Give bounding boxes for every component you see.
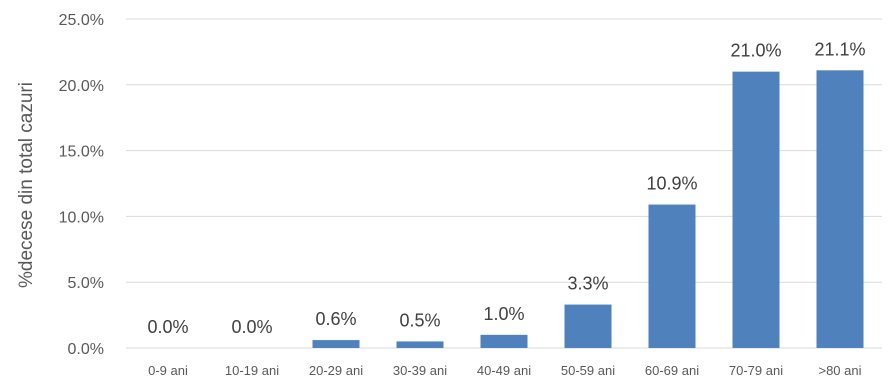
data-label: 1.0%: [483, 304, 524, 324]
x-tick-label: 50-59 ani: [561, 363, 615, 378]
data-label: 21.0%: [730, 41, 781, 61]
bar: [480, 334, 528, 348]
bar: [648, 204, 696, 348]
x-tick-label: >80 ani: [818, 363, 861, 378]
x-tick-label: 40-49 ani: [477, 363, 531, 378]
x-tick-label: 30-39 ani: [393, 363, 447, 378]
y-axis-ticks: 0.0% 5.0% 10.0% 15.0% 20.0% 25.0%: [59, 12, 104, 358]
data-label: 3.3%: [567, 274, 608, 294]
data-label: 0.0%: [231, 317, 272, 337]
y-tick-label: 20.0%: [59, 78, 104, 95]
data-label: 21.1%: [814, 39, 865, 59]
data-label: 10.9%: [646, 174, 697, 194]
x-tick-label: 0-9 ani: [148, 363, 188, 378]
bar: [396, 341, 444, 348]
data-labels: 0.0% 0.0% 0.6% 0.5% 1.0% 3.3% 10.9% 21.0% 21.1%: [147, 39, 865, 337]
bar: [732, 71, 780, 348]
y-axis-label: %decese din total cazuri: [16, 82, 37, 288]
x-axis-ticks: 0-9 ani 10-19 ani 20-29 ani 30-39 ani 40-49 …: [148, 363, 861, 378]
data-label: 0.0%: [147, 317, 188, 337]
bar: [312, 340, 360, 348]
y-tick-label: 0.0%: [68, 341, 104, 358]
bar: [816, 70, 864, 348]
x-tick-label: 60-69 ani: [645, 363, 699, 378]
x-tick-label: 20-29 ani: [309, 363, 363, 378]
y-tick-label: 25.0%: [59, 12, 104, 29]
x-tick-label: 70-79 ani: [729, 363, 783, 378]
data-label: 0.6%: [315, 309, 356, 329]
bar: [564, 304, 612, 348]
data-label: 0.5%: [399, 310, 440, 330]
y-tick-label: 10.0%: [59, 209, 104, 226]
y-tick-label: 15.0%: [59, 144, 104, 161]
y-tick-label: 5.0%: [68, 275, 104, 292]
bars: [312, 70, 864, 348]
x-tick-label: 10-19 ani: [225, 363, 279, 378]
